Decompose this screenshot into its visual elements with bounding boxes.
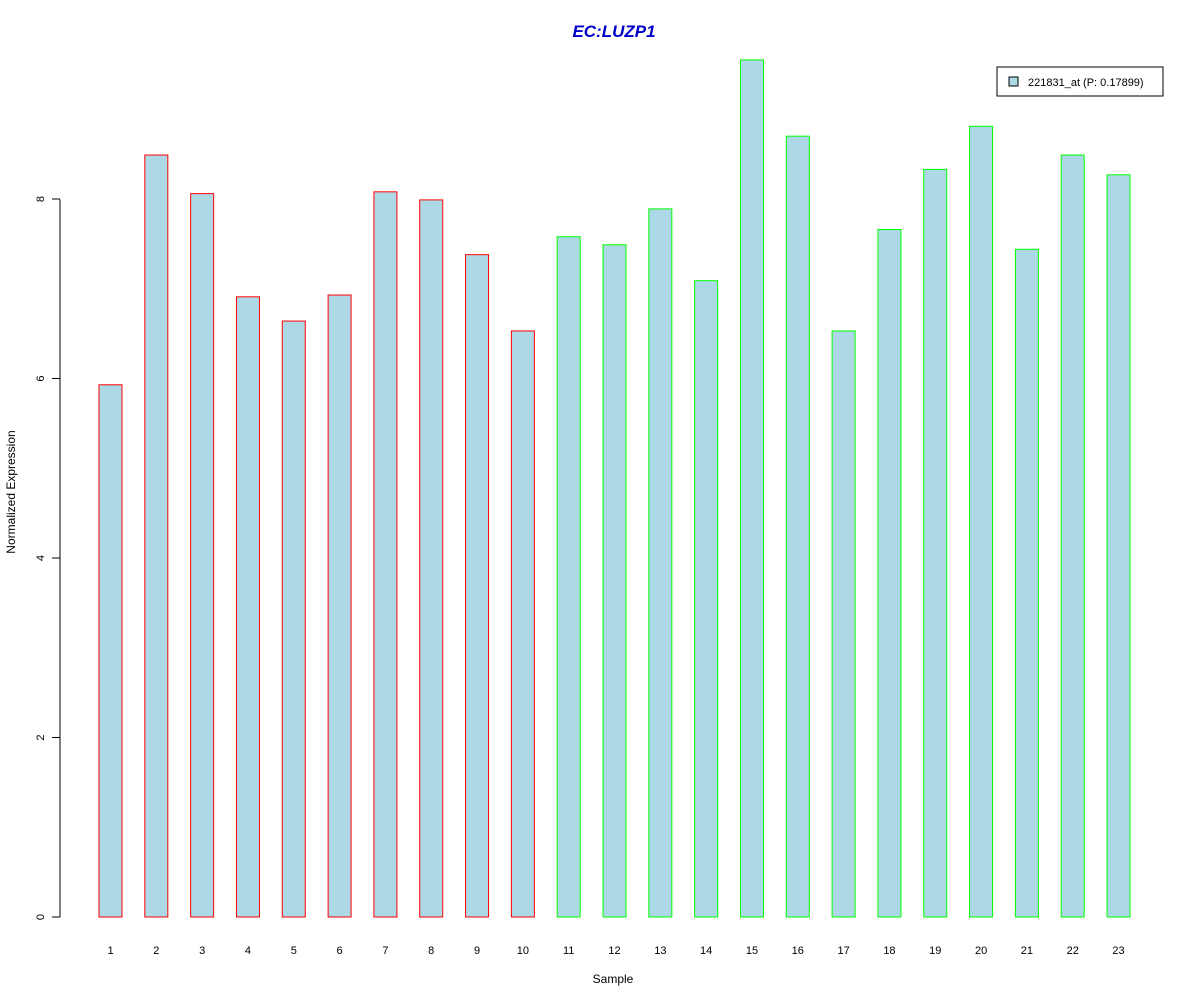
x-axis-label: Sample bbox=[593, 972, 634, 986]
y-tick-label: 0 bbox=[35, 914, 47, 920]
bar-sample-5 bbox=[281, 320, 306, 918]
chart-title: EC:LUZP1 bbox=[572, 22, 655, 41]
x-tick-label: 2 bbox=[153, 945, 159, 957]
bar-sample-11 bbox=[556, 236, 581, 918]
y-tick-label: 8 bbox=[35, 196, 47, 202]
bars bbox=[98, 59, 1131, 918]
bar-sample-22 bbox=[1060, 154, 1085, 918]
y-axis: 0 2 4 6 8 bbox=[35, 196, 61, 920]
bar-sample-16 bbox=[785, 135, 810, 918]
x-tick-label: 19 bbox=[929, 945, 941, 957]
x-tick-labels: 1 2 3 4 5 6 7 8 9 10 11 12 13 14 15 16 17 18 19 20 21 22 23 bbox=[107, 945, 1124, 957]
x-tick-label: 16 bbox=[792, 945, 804, 957]
x-tick-label: 13 bbox=[654, 945, 666, 957]
x-tick-label: 6 bbox=[337, 945, 343, 957]
bar-sample-3 bbox=[190, 193, 215, 918]
bar-sample-20 bbox=[969, 125, 994, 918]
y-tick-label: 2 bbox=[35, 734, 47, 740]
x-tick-label: 12 bbox=[608, 945, 620, 957]
x-tick-label: 4 bbox=[245, 945, 251, 957]
bar-sample-13 bbox=[648, 208, 673, 918]
bar-sample-15 bbox=[739, 59, 764, 918]
bar-sample-18 bbox=[877, 229, 902, 918]
y-tick-label: 4 bbox=[35, 555, 47, 561]
x-tick-label: 21 bbox=[1021, 945, 1033, 957]
x-tick-label: 17 bbox=[837, 945, 849, 957]
x-tick-label: 14 bbox=[700, 945, 712, 957]
bar-sample-4 bbox=[235, 296, 260, 918]
x-tick-label: 15 bbox=[746, 945, 758, 957]
legend-label: 221831_at (P: 0.17899) bbox=[1028, 77, 1144, 89]
bar-sample-7 bbox=[373, 191, 398, 918]
x-tick-label: 9 bbox=[474, 945, 480, 957]
y-tick-label: 6 bbox=[35, 375, 47, 381]
bar-sample-6 bbox=[327, 294, 352, 918]
bar-sample-9 bbox=[465, 254, 490, 918]
x-tick-label: 8 bbox=[428, 945, 434, 957]
y-axis-label: Normalized Expression bbox=[4, 430, 18, 553]
bar-sample-10 bbox=[510, 330, 535, 918]
legend: 221831_at (P: 0.17899) bbox=[996, 66, 1164, 97]
x-tick-label: 10 bbox=[517, 945, 529, 957]
x-tick-label: 7 bbox=[382, 945, 388, 957]
legend-box bbox=[996, 66, 1164, 97]
x-tick-label: 20 bbox=[975, 945, 987, 957]
x-tick-label: 3 bbox=[199, 945, 205, 957]
x-tick-label: 22 bbox=[1067, 945, 1079, 957]
x-tick-label: 11 bbox=[563, 945, 574, 957]
bar-sample-17 bbox=[831, 330, 856, 918]
x-tick-label: 18 bbox=[883, 945, 895, 957]
x-tick-label: 1 bbox=[107, 945, 113, 957]
legend-swatch bbox=[1008, 76, 1019, 87]
bar-sample-12 bbox=[602, 244, 627, 918]
x-tick-label: 5 bbox=[291, 945, 297, 957]
bar-sample-23 bbox=[1106, 174, 1131, 918]
bar-sample-21 bbox=[1014, 248, 1039, 918]
bar-sample-1 bbox=[98, 384, 123, 918]
x-tick-label: 23 bbox=[1112, 945, 1124, 957]
bar-sample-14 bbox=[694, 280, 719, 918]
bar-sample-2 bbox=[144, 154, 169, 918]
bar-sample-19 bbox=[923, 168, 948, 918]
bar-sample-8 bbox=[419, 199, 444, 918]
